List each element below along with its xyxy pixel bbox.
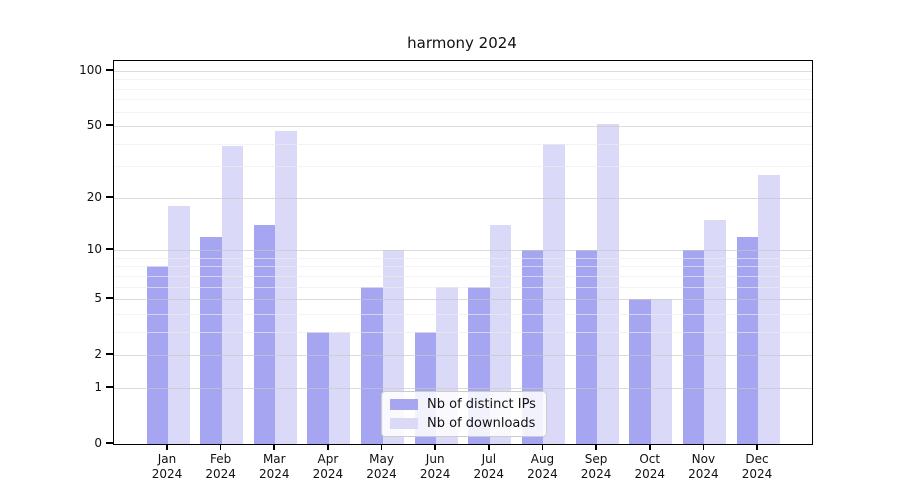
- y-axis-tick-label: 5: [94, 291, 102, 306]
- y-axis-tick: [106, 68, 113, 71]
- x-axis-tick-label: Mar 2024: [258, 452, 290, 481]
- gridline-minor: [114, 111, 812, 113]
- gridline-minor: [114, 286, 812, 288]
- plot-area: Nb of distinct IPs Nb of downloads: [113, 60, 813, 445]
- gridline-major: [114, 197, 812, 199]
- bar-distinct-ips: [682, 250, 705, 444]
- x-axis-tick: [595, 445, 597, 450]
- gridline-minor: [114, 88, 812, 90]
- x-axis-tick: [219, 445, 222, 450]
- x-axis-tick: [541, 445, 544, 450]
- y-axis-tick-label: 50: [86, 118, 102, 133]
- gridline-minor: [114, 257, 812, 259]
- x-axis-tick: [327, 445, 329, 450]
- bar-distinct-ips: [575, 250, 598, 444]
- gridline-minor: [114, 166, 812, 168]
- legend-swatch-distinct-ips: [390, 399, 418, 410]
- gridline-major: [114, 299, 812, 301]
- gridline-minor: [114, 331, 812, 333]
- gridline-major: [114, 355, 812, 357]
- x-axis-tick-label: Sep 2024: [580, 452, 612, 481]
- x-axis-tick-label: Oct 2024: [634, 452, 665, 481]
- gridline-major: [114, 70, 812, 72]
- y-axis-tick: [106, 442, 113, 444]
- x-axis-tick-label: Jul 2024: [473, 452, 505, 481]
- gridline-minor: [114, 143, 812, 145]
- gridline-minor: [114, 266, 812, 268]
- x-axis-tick: [273, 445, 276, 450]
- gridline-minor: [114, 275, 812, 277]
- gridline-minor: [114, 99, 812, 101]
- x-axis-tick-label: Feb 2024: [205, 452, 236, 481]
- legend-label: Nb of distinct IPs: [427, 397, 536, 412]
- y-axis-tick-label: 1: [94, 379, 102, 394]
- y-axis-tick: [106, 248, 113, 250]
- bar-downloads: [650, 299, 673, 444]
- y-axis-tick-label: 2: [94, 347, 102, 362]
- bar-downloads: [168, 205, 190, 444]
- x-axis-tick: [756, 445, 758, 450]
- legend-item: Nb of distinct IPs: [390, 397, 538, 412]
- x-axis-tick-label: Nov 2024: [688, 452, 719, 481]
- bar-downloads: [543, 143, 565, 444]
- x-axis-tick: [488, 445, 490, 450]
- x-axis-tick: [434, 445, 436, 450]
- gridline-minor: [114, 79, 812, 81]
- bar-downloads: [221, 145, 244, 444]
- bar-distinct-ips: [253, 225, 276, 444]
- legend-item: Nb of downloads: [390, 416, 538, 431]
- y-axis-tick: [106, 124, 113, 126]
- x-axis-tick-label: Dec 2024: [741, 452, 773, 481]
- x-axis-tick: [702, 445, 705, 450]
- gridline-minor: [114, 313, 812, 315]
- y-axis-tick: [106, 196, 113, 198]
- gridline-major: [114, 387, 812, 389]
- x-axis-tick-label: Apr 2024: [312, 452, 344, 481]
- y-axis-tick-label: 10: [86, 242, 102, 257]
- gridline-major: [114, 126, 812, 128]
- y-axis-tick: [106, 297, 113, 299]
- x-axis-tick-label: Jan 2024: [151, 452, 183, 481]
- x-axis-tick-label: May 2024: [366, 452, 397, 481]
- y-axis-tick-label: 0: [94, 436, 102, 450]
- y-axis-tick: [106, 353, 113, 355]
- chart-title: harmony 2024: [407, 34, 517, 52]
- x-axis-tick: [166, 445, 168, 450]
- y-axis-tick-label: 100: [79, 62, 102, 77]
- y-axis-tick: [106, 386, 113, 388]
- legend-label: Nb of downloads: [427, 416, 536, 431]
- legend: Nb of distinct IPs Nb of downloads: [381, 391, 547, 437]
- x-axis-tick-label: Aug 2024: [527, 452, 558, 481]
- x-axis-tick-label: Jun 2024: [419, 452, 451, 481]
- bar-downloads: [597, 124, 619, 444]
- bar-distinct-ips: [629, 299, 651, 444]
- bar-downloads: [758, 174, 780, 444]
- legend-swatch-downloads: [390, 418, 418, 429]
- bar-downloads: [489, 225, 512, 444]
- bar-distinct-ips: [736, 236, 758, 444]
- x-axis-tick: [380, 445, 383, 450]
- y-axis-tick-label: 20: [86, 189, 102, 204]
- bar-distinct-ips: [361, 286, 383, 444]
- x-axis-tick: [648, 445, 651, 450]
- bar-distinct-ips: [200, 236, 222, 444]
- gridline-major: [114, 250, 812, 252]
